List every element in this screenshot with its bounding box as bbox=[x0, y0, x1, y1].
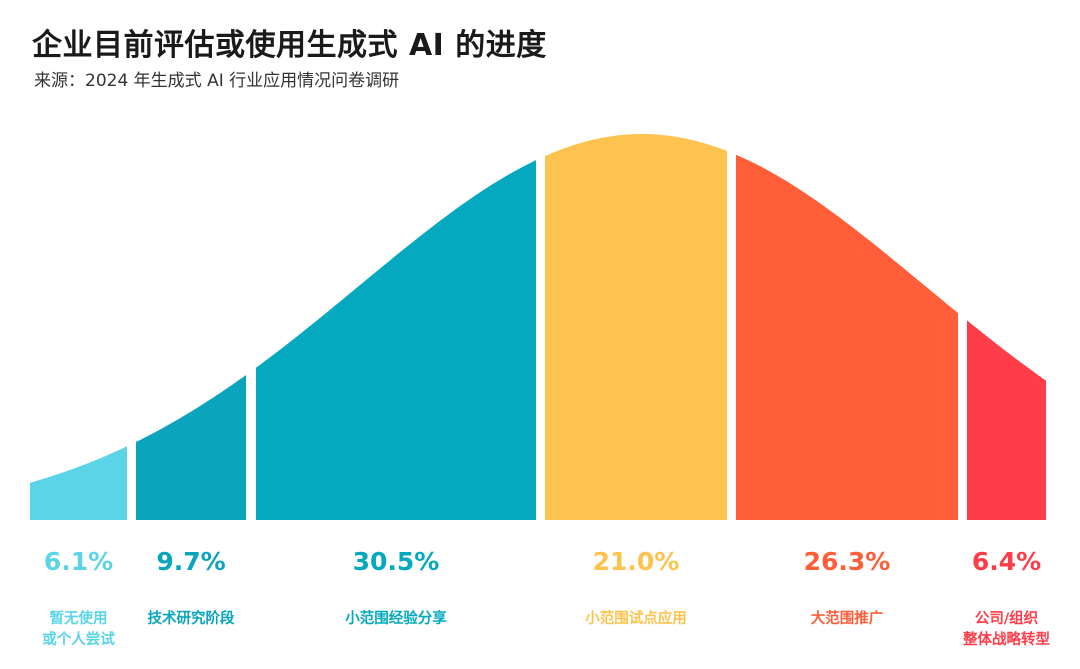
chart-subtitle: 来源：2024 年生成式 AI 行业应用情况问卷调研 bbox=[34, 71, 400, 91]
value-label-2: 9.7% bbox=[156, 547, 225, 576]
curve-segment-3 bbox=[256, 160, 536, 520]
category-label-2: 技术研究阶段 bbox=[148, 609, 235, 627]
category-label-1: 暂无使用或个人尝试 bbox=[42, 609, 115, 648]
curve-segment-1 bbox=[30, 446, 127, 520]
category-label-3: 小范围经验分享 bbox=[345, 609, 447, 627]
curve-segment-4 bbox=[545, 134, 727, 520]
chart-title: 企业目前评估或使用生成式 AI 的进度 bbox=[32, 28, 547, 63]
curve-segment-5 bbox=[736, 154, 958, 520]
curve-segment-6 bbox=[967, 320, 1046, 520]
value-label-5: 26.3% bbox=[804, 547, 891, 576]
value-label-3: 30.5% bbox=[353, 547, 440, 576]
curve-segment-2 bbox=[136, 375, 246, 520]
category-label-6: 公司/组织整体战略转型 bbox=[963, 609, 1050, 648]
value-label-6: 6.4% bbox=[972, 547, 1041, 576]
value-label-4: 21.0% bbox=[593, 547, 680, 576]
category-label-4: 小范围试点应用 bbox=[585, 609, 687, 627]
value-label-1: 6.1% bbox=[44, 547, 113, 576]
category-label-5: 大范围推广 bbox=[811, 609, 884, 627]
